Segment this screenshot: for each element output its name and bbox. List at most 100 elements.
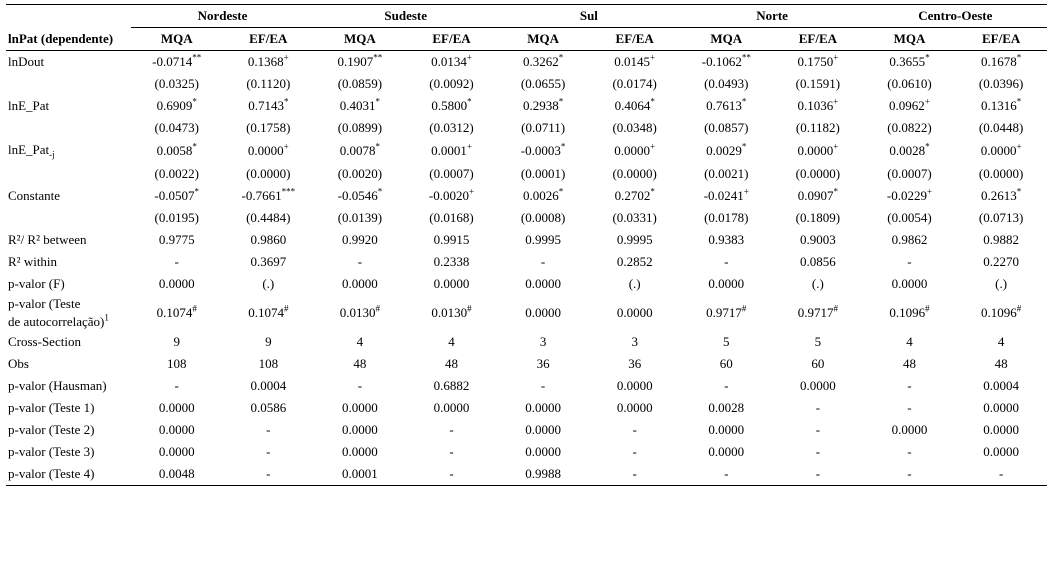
- row-label: [6, 73, 131, 95]
- cell-value: -0.1062**: [680, 51, 772, 74]
- cell-value: (0.0711): [497, 117, 589, 139]
- cell-value: -: [864, 397, 956, 419]
- cell-value: 0.0000: [314, 397, 406, 419]
- dependent-label: lnPat (dependente): [6, 28, 131, 51]
- cell-value: (0.1120): [223, 73, 315, 95]
- table-row: (0.0325)(0.1120)(0.0859)(0.0092)(0.0655)…: [6, 73, 1047, 95]
- cell-value: -0.0003*: [497, 139, 589, 163]
- cell-value: 48: [406, 353, 498, 375]
- cell-value: 0.6909*: [131, 95, 223, 117]
- cell-value: -: [497, 251, 589, 273]
- cell-value: (0.0713): [955, 207, 1047, 229]
- cell-value: (0.0007): [864, 163, 956, 185]
- subcol-header: EF/EA: [772, 28, 864, 51]
- cell-value: 0.0000: [131, 419, 223, 441]
- region-header: Sul: [497, 5, 680, 28]
- table-row: Obs1081084848363660604848: [6, 353, 1047, 375]
- cell-value: -: [864, 441, 956, 463]
- cell-value: 60: [680, 353, 772, 375]
- cell-value: (0.0195): [131, 207, 223, 229]
- subcol-header: MQA: [680, 28, 772, 51]
- cell-value: -: [223, 463, 315, 486]
- cell-value: 0.0000: [497, 441, 589, 463]
- cell-value: 9: [223, 331, 315, 353]
- regression-table: Nordeste Sudeste Sul Norte Centro-Oeste …: [6, 4, 1047, 486]
- cell-value: (0.0000): [223, 163, 315, 185]
- cell-value: -0.0229+: [864, 185, 956, 207]
- cell-value: 4: [955, 331, 1047, 353]
- table-row: p-valor (Teste 3)0.0000-0.0000-0.0000-0.…: [6, 441, 1047, 463]
- region-header: Centro-Oeste: [864, 5, 1047, 28]
- cell-value: 0.0028*: [864, 139, 956, 163]
- cell-value: (0.0021): [680, 163, 772, 185]
- cell-value: 0.0048: [131, 463, 223, 486]
- region-header-row: Nordeste Sudeste Sul Norte Centro-Oeste: [6, 5, 1047, 28]
- cell-value: 0.0000: [772, 375, 864, 397]
- cell-value: 0.2938*: [497, 95, 589, 117]
- cell-value: 0.0004: [955, 375, 1047, 397]
- cell-value: 0.0000: [680, 441, 772, 463]
- table-row: p-valor (Teste 1)0.00000.05860.00000.000…: [6, 397, 1047, 419]
- cell-value: 0.1096#: [864, 295, 956, 331]
- cell-value: 0.7143*: [223, 95, 315, 117]
- cell-value: (0.0348): [589, 117, 681, 139]
- cell-value: -: [406, 441, 498, 463]
- cell-value: 0.0000: [680, 419, 772, 441]
- cell-value: 0.9775: [131, 229, 223, 251]
- cell-value: 5: [772, 331, 864, 353]
- cell-value: 0.3655*: [864, 51, 956, 74]
- cell-value: 0.0000: [314, 441, 406, 463]
- cell-value: 0.0962+: [864, 95, 956, 117]
- cell-value: -: [680, 463, 772, 486]
- cell-value: 0.0000: [497, 273, 589, 295]
- cell-value: 0.2270: [955, 251, 1047, 273]
- cell-value: -0.0546*: [314, 185, 406, 207]
- cell-value: 0.9915: [406, 229, 498, 251]
- cell-value: 0.0000: [589, 397, 681, 419]
- cell-value: 0.0000: [406, 397, 498, 419]
- cell-value: 4: [864, 331, 956, 353]
- row-label: Cross-Section: [6, 331, 131, 353]
- table-row: p-valor (Teste0.1074#0.1074#0.0130#0.013…: [6, 295, 1047, 313]
- cell-value: 0.0000: [589, 295, 681, 331]
- cell-value: 108: [223, 353, 315, 375]
- table-body: lnDout-0.0714**0.1368+0.1907**0.0134+0.3…: [6, 51, 1047, 486]
- cell-value: 4: [314, 331, 406, 353]
- cell-value: -: [131, 375, 223, 397]
- cell-value: 0.1096#: [955, 295, 1047, 331]
- cell-value: 0.1036+: [772, 95, 864, 117]
- subcol-header: EF/EA: [589, 28, 681, 51]
- row-label: p-valor (F): [6, 273, 131, 295]
- cell-value: 0.0000: [497, 295, 589, 331]
- cell-value: 0.0028: [680, 397, 772, 419]
- cell-value: (0.0312): [406, 117, 498, 139]
- row-label: [6, 207, 131, 229]
- cell-value: (.): [955, 273, 1047, 295]
- cell-value: 0.1907**: [314, 51, 406, 74]
- cell-value: -: [497, 375, 589, 397]
- cell-value: -: [589, 463, 681, 486]
- cell-value: 0.2702*: [589, 185, 681, 207]
- cell-value: 0.9995: [497, 229, 589, 251]
- table-row: (0.0022)(0.0000)(0.0020)(0.0007)(0.0001)…: [6, 163, 1047, 185]
- subcol-header: EF/EA: [406, 28, 498, 51]
- cell-value: -: [772, 419, 864, 441]
- cell-value: (0.0331): [589, 207, 681, 229]
- cell-value: -: [864, 463, 956, 486]
- table-row: p-valor (Hausman)-0.0004-0.6882-0.0000-0…: [6, 375, 1047, 397]
- cell-value: 0.0000: [680, 273, 772, 295]
- cell-value: (0.0008): [497, 207, 589, 229]
- cell-value: 36: [589, 353, 681, 375]
- row-label: p-valor (Teste 3): [6, 441, 131, 463]
- cell-value: (0.0448): [955, 117, 1047, 139]
- table-row: (0.0195)(0.4484)(0.0139)(0.0168)(0.0008)…: [6, 207, 1047, 229]
- cell-value: (0.0000): [955, 163, 1047, 185]
- cell-value: (0.0020): [314, 163, 406, 185]
- cell-value: 0.0000: [864, 419, 956, 441]
- cell-value: 0.3697: [223, 251, 315, 273]
- cell-value: -: [314, 375, 406, 397]
- cell-value: -: [223, 419, 315, 441]
- cell-value: 0.0000: [589, 375, 681, 397]
- cell-value: -: [772, 441, 864, 463]
- table-row: p-valor (Teste 4)0.0048-0.0001-0.9988---…: [6, 463, 1047, 486]
